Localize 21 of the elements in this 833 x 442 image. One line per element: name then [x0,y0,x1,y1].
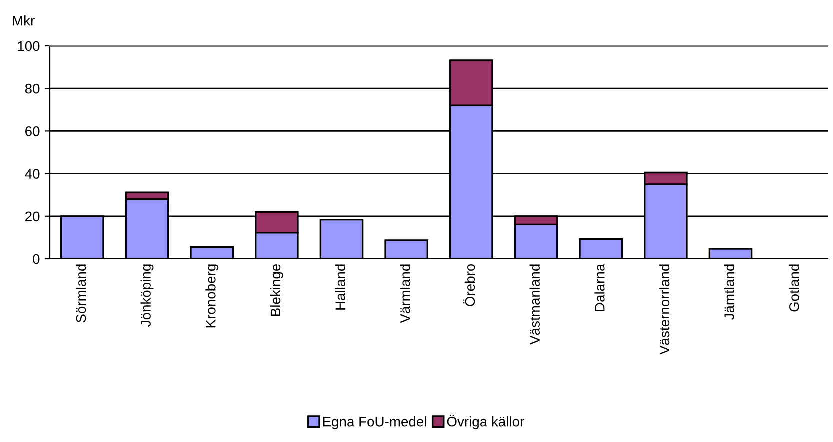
x-tick-label: Dalarna [594,264,605,312]
x-tick-label: Västernorrland [659,264,670,355]
x-tick-label: Blekinge [270,264,284,316]
y-tick-label: 0 [33,254,40,264]
x-tick-label: Värmland [400,264,410,324]
x-tick-label: Jönköping [140,264,154,327]
x-tick-label: Halland [335,264,346,310]
x-tick-label: Jämtland [724,264,734,320]
y-tick-label: 60 [26,126,40,136]
legend-label: Egna FoU-medel [323,416,426,430]
x-tick-label: Sörmland [76,264,86,323]
y-tick-label: 80 [25,84,40,94]
y-axis-title: Mkr [13,16,35,26]
x-tick-label: Kronoberg [206,264,219,328]
x-tick-label: Gotland [789,264,800,312]
x-tick-label: Västmanland [530,264,540,345]
x-tick-label: Örebro [463,264,476,306]
y-tick-label: 40 [25,169,40,179]
y-tick-label: 100 [18,41,40,52]
legend-label: Övriga källor [447,414,524,430]
y-tick-label: 20 [26,212,40,222]
